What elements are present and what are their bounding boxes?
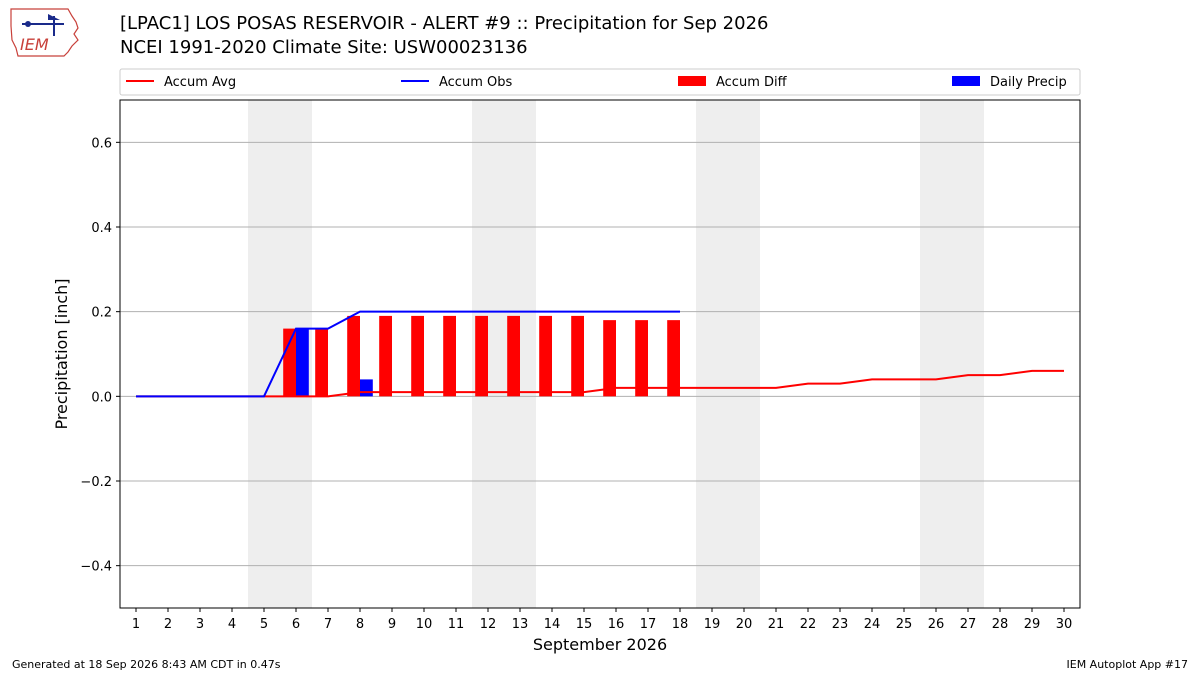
accum-diff-bar [635,320,648,397]
x-tick-label: 15 [576,617,593,632]
y-tick-label: −0.4 [80,560,112,575]
x-tick-label: 8 [356,617,364,632]
plot-frame [119,99,1081,609]
legend-label: Accum Avg [164,75,236,90]
legend-swatch [678,76,706,86]
accum-diff-bar [443,315,456,397]
daily-precip-bar [360,379,373,397]
legend-label: Accum Obs [439,75,512,90]
accum-diff-bar [667,320,680,397]
x-tick-label: 22 [800,617,817,632]
y-tick-label: 0.6 [91,136,112,151]
generated-timestamp: Generated at 18 Sep 2026 8:43 AM CDT in … [12,658,281,671]
x-tick-label: 14 [544,617,561,632]
chart-subtitle: NCEI 1991-2020 Climate Site: USW00023136 [120,37,528,58]
accum-avg-line [136,369,1064,398]
x-tick-label: 26 [928,617,945,632]
x-tick-label: 20 [736,617,753,632]
x-tick-label: 25 [896,617,913,632]
iem-iowa-logo-icon: IEM [10,8,79,57]
accum-diff-bar [283,328,296,397]
chart-title: [LPAC1] LOS POSAS RESERVOIR - ALERT #9 :… [120,13,769,34]
x-tick-label: 3 [196,617,204,632]
accum-diff-bar [347,315,360,397]
x-tick-label: 1 [132,617,140,632]
accum-diff-bar [379,315,392,397]
x-tick-label: 29 [1024,617,1041,632]
x-tick-label: 19 [704,617,721,632]
y-tick-label: 0.2 [91,306,112,321]
x-tick-label: 16 [608,617,625,632]
x-tick-label: 27 [960,617,977,632]
x-tick-label: 6 [292,617,300,632]
legend-swatch [952,76,980,86]
legend-label: Accum Diff [716,75,788,90]
x-tick-label: 21 [768,617,785,632]
accum-obs-line [136,310,680,398]
y-tick-label: 0.4 [91,221,112,236]
legend: Accum Avg Accum Obs Accum Diff Daily Precip [119,68,1081,96]
y-tick-label: 0.0 [91,390,112,405]
legend-item: Accum Avg [126,75,236,90]
x-tick-label: 4 [228,617,236,632]
legend-label: Daily Precip [990,75,1067,90]
x-tick-label: 24 [864,617,881,632]
accum-diff-bar [475,315,488,397]
weekend-band [696,100,760,608]
x-axis-label: September 2026 [533,635,667,654]
x-tick-label: 12 [480,617,497,632]
accum-diff-bar [507,315,520,397]
app-credit: IEM Autoplot App #17 [1066,658,1189,671]
accum-diff-bar [539,315,552,397]
y-tick-label: −0.2 [80,475,112,490]
legend-box [119,68,1081,96]
x-tick-label: 28 [992,617,1009,632]
weekend-band [920,100,984,608]
x-tick-label: 17 [640,617,657,632]
daily-precip-bar [296,328,309,397]
legend-item: Accum Diff [678,75,788,90]
x-tick-label: 30 [1056,617,1073,632]
x-tick-label: 9 [388,617,396,632]
x-tick-label: 11 [448,617,465,632]
logo-text: IEM [20,35,49,54]
x-tick-label: 23 [832,617,849,632]
legend-item: Accum Obs [401,75,512,90]
x-tick-label: 7 [324,617,332,632]
x-tick-label: 10 [416,617,433,632]
x-tick-label: 2 [164,617,172,632]
accum-diff-bar [411,315,424,397]
legend-item: Daily Precip [952,75,1067,90]
accum-diff-bar [603,320,616,397]
y-axis-label: Precipitation [inch] [52,278,71,429]
accum-diff-bar [315,328,328,397]
x-tick-label: 13 [512,617,529,632]
accum-diff-bar [571,315,584,397]
x-tick-label: 18 [672,617,689,632]
x-tick-label: 5 [260,617,268,632]
